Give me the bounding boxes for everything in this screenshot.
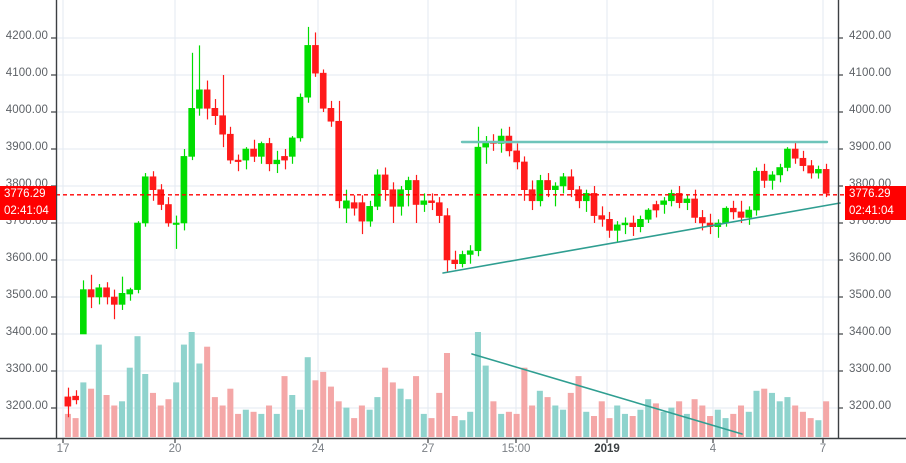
time-tick-label: 27 bbox=[421, 443, 435, 455]
axes bbox=[0, 0, 906, 443]
price-tick-label-right: 3200.00 bbox=[849, 400, 892, 412]
price-tick-label-left: 4200.00 bbox=[5, 30, 48, 42]
last-price-badge-left[interactable]: 3776.29 bbox=[0, 185, 56, 203]
price-tick-label-right: 4000.00 bbox=[849, 104, 892, 116]
price-tick-label-left: 3200.00 bbox=[5, 400, 48, 412]
time-tick-label: 7 bbox=[819, 443, 827, 455]
price-tick-label-right: 3500.00 bbox=[849, 289, 892, 301]
price-tick-label-left: 3400.00 bbox=[5, 326, 48, 338]
price-tick-label-left: 3900.00 bbox=[5, 141, 48, 153]
time-tick-label: 2019 bbox=[594, 443, 620, 455]
volume-bars bbox=[64, 332, 830, 437]
volume-descending-line[interactable] bbox=[471, 353, 743, 435]
price-tick-label-right: 4100.00 bbox=[849, 67, 892, 79]
price-tick-label-right: 3300.00 bbox=[849, 363, 892, 375]
price-tick-label-right: 3900.00 bbox=[849, 141, 892, 153]
countdown-badge-right[interactable]: 02:41:04 bbox=[845, 202, 906, 220]
last-price-badge-right[interactable]: 3776.29 bbox=[845, 185, 906, 203]
ascending-trendline[interactable] bbox=[442, 202, 841, 274]
price-tick-label-left: 4100.00 bbox=[5, 67, 48, 79]
price-tick-label-right: 3400.00 bbox=[849, 326, 892, 338]
countdown-badge-left[interactable]: 02:41:04 bbox=[0, 202, 56, 220]
time-tick-label: 20 bbox=[168, 443, 182, 455]
price-tick-label-right: 3600.00 bbox=[849, 252, 892, 264]
time-tick-label: 24 bbox=[311, 443, 325, 455]
price-tick-label-left: 3600.00 bbox=[5, 252, 48, 264]
price-tick-label-right: 4200.00 bbox=[849, 30, 892, 42]
price-tick-label-left: 3500.00 bbox=[5, 289, 48, 301]
drawings[interactable] bbox=[442, 140, 841, 435]
candle-series bbox=[64, 26, 830, 418]
time-tick-label: 15:00 bbox=[501, 443, 531, 455]
time-tick-label: 17 bbox=[56, 443, 70, 455]
price-tick-label-left: 3300.00 bbox=[5, 363, 48, 375]
price-tick-label-left: 4000.00 bbox=[5, 104, 48, 116]
time-tick-label: 4 bbox=[709, 443, 717, 455]
